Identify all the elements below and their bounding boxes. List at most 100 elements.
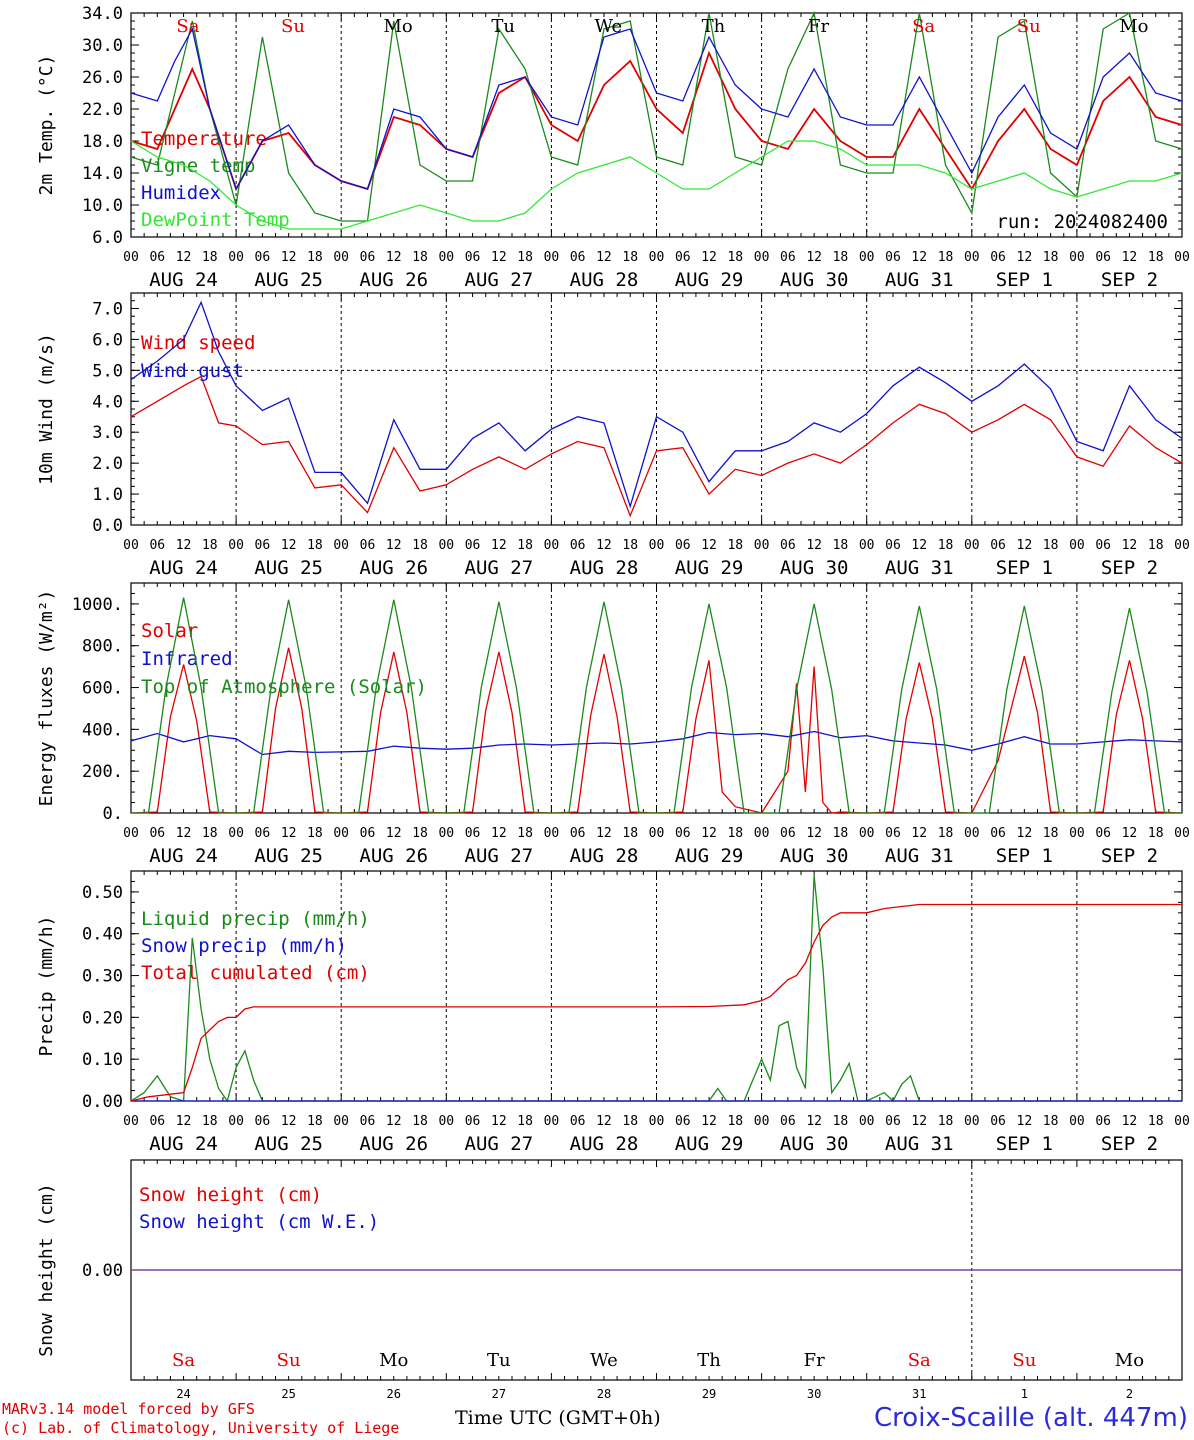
credit-line-1: MARv3.14 model forced by GFS [2,1400,255,1418]
x-hour-label: 00 [544,538,560,553]
x-hour-label: 06 [570,826,586,841]
y-axis-label: Energy fluxes (W/m²) [36,590,57,807]
x-hour-label: 00 [1174,1114,1190,1129]
x-hour-label: 18 [202,250,218,265]
legend-entry: Snow height (cm) [139,1184,322,1206]
x-date-label: AUG 25 [254,1133,323,1155]
x-hour-label: 18 [1148,250,1164,265]
x-hour-label: 00 [438,538,454,553]
y-tick-label: 7.0 [92,299,123,319]
x-date-label: SEP 1 [996,1133,1053,1155]
x-hour-label: 18 [1043,826,1059,841]
x-date-label: SEP 1 [996,845,1053,867]
x-hour-label: 00 [438,1114,454,1129]
y-tick-label: 0.40 [82,925,123,945]
x-hour-label: 06 [360,826,376,841]
weekday-label: Mo [1115,1350,1144,1371]
weekday-label: We [590,1350,618,1371]
x-hour-label: 00 [649,538,665,553]
x-date-label: AUG 28 [570,557,639,579]
x-hour-label: 18 [833,1114,849,1129]
x-hour-label: 18 [938,826,954,841]
series-line-total-cumulated-cm- [130,903,1182,1102]
x-hour-label: 06 [360,250,376,265]
x-hour-label: 00 [228,1114,244,1129]
y-tick-label: 0.10 [82,1050,123,1070]
series-line-infrared [130,730,1183,756]
x-hour-label: 18 [517,250,533,265]
y-tick-label: 0.00 [82,1261,123,1281]
x-hour-label: 18 [307,250,323,265]
x-hour-label: 00 [859,250,875,265]
panel-1: 6.0 10.0 14.0 18.0 22.0 26.0 30.0 34.0 2m Temp. … [36,4,1190,291]
x-hour-label: 00 [1174,250,1190,265]
x-hour-label: 06 [149,1114,165,1129]
y-tick-label: 800. [82,637,123,657]
x-hour-label: 12 [386,250,402,265]
x-hour-label: 12 [911,538,927,553]
y-tick-label: 0.00 [82,1092,123,1112]
day-number-label: 2 [1126,1387,1133,1401]
panel-5: 0.00 Snow height (cm) Snow height (cm) Snow… [36,1159,1183,1401]
x-date-label: AUG 26 [359,845,428,867]
x-hour-label: 12 [701,1114,717,1129]
x-date-label: AUG 31 [885,269,954,291]
day-number-label: 31 [912,1387,926,1401]
x-hour-label: 12 [176,826,192,841]
y-tick-label: 0.30 [82,967,123,987]
x-hour-label: 00 [964,250,980,265]
x-date-label: SEP 2 [1101,845,1158,867]
x-hour-label: 06 [465,1114,481,1129]
x-date-label: AUG 28 [570,269,639,291]
x-hour-label: 12 [596,826,612,841]
x-hour-label: 06 [149,826,165,841]
series-line-solar [130,647,1183,814]
legend-entry: Total cumulated (cm) [141,962,370,984]
y-tick-label: 400. [82,720,123,740]
x-hour-label: 00 [754,250,770,265]
x-hour-label: 12 [1122,1114,1138,1129]
x-hour-label: 06 [465,538,481,553]
x-hour-label: 18 [517,826,533,841]
x-hour-label: 12 [491,250,507,265]
x-hour-label: 06 [149,250,165,265]
x-date-label: AUG 25 [254,845,323,867]
x-hour-label: 18 [938,250,954,265]
x-date-label: AUG 26 [359,557,428,579]
x-date-label: AUG 24 [149,1133,218,1155]
x-hour-label: 12 [806,250,822,265]
legend-entry: Liquid precip (mm/h) [141,908,370,930]
x-date-label: AUG 30 [780,557,849,579]
x-hour-label: 06 [360,538,376,553]
legend-entry: Wind speed [141,332,255,354]
x-date-label: AUG 25 [254,269,323,291]
x-date-label: AUG 27 [465,1133,534,1155]
x-date-label: AUG 24 [149,557,218,579]
x-hour-label: 18 [622,826,638,841]
x-date-label: AUG 28 [570,845,639,867]
x-hour-label: 00 [333,538,349,553]
x-hour-label: 18 [307,538,323,553]
x-hour-label: 00 [964,826,980,841]
legend-entry: DewPoint Temp [141,209,290,231]
x-hour-label: 00 [964,1114,980,1129]
y-tick-label: 5.0 [92,361,123,381]
x-hour-label: 12 [806,538,822,553]
x-hour-label: 00 [859,538,875,553]
x-hour-label: 18 [622,538,638,553]
x-hour-label: 18 [412,250,428,265]
x-hour-label: 06 [780,538,796,553]
x-hour-label: 12 [386,538,402,553]
credit-line-2: (c) Lab. of Climatology, University of L… [2,1419,400,1437]
weekday-label: Fr [808,16,829,37]
y-tick-label: 1000. [72,595,123,615]
weekday-label: Fr [804,1350,825,1371]
x-hour-label: 06 [255,538,271,553]
y-tick-label: 30.0 [82,36,123,56]
x-hour-label: 12 [491,826,507,841]
x-date-label: AUG 27 [465,557,534,579]
weekday-label: Su [1017,16,1041,37]
y-tick-label: 200. [82,762,123,782]
x-hour-label: 18 [412,826,428,841]
x-hour-label: 18 [1148,1114,1164,1129]
